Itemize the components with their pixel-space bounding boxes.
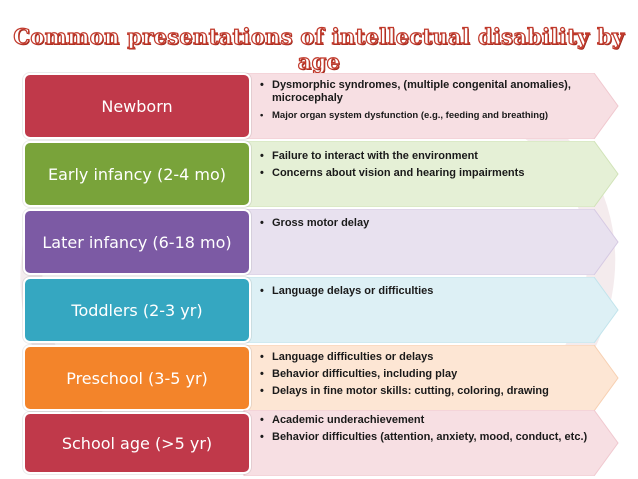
presentation-list: Failure to interact with the environment… (258, 150, 593, 184)
age-label: School age (>5 yr) (23, 412, 251, 474)
presentation-item: Behavior difficulties (attention, anxiet… (258, 431, 588, 444)
age-row-later-infancy: Later infancy (6-18 mo) Gross motor dela… (0, 209, 638, 275)
age-label: Toddlers (2-3 yr) (23, 277, 251, 343)
presentation-item: Failure to interact with the environment (258, 150, 593, 163)
age-label-text: Later infancy (6-18 mo) (42, 232, 232, 252)
age-label: Newborn (23, 73, 251, 139)
presentation-list: Language difficulties or delays Behavior… (258, 351, 598, 402)
age-row-newborn: Newborn Dysmorphic syndromes, (multiple … (0, 73, 638, 139)
presentation-item: Language difficulties or delays (258, 351, 598, 364)
presentation-list: Dysmorphic syndromes, (multiple congenit… (258, 79, 593, 126)
age-label-text: Toddlers (2-3 yr) (71, 300, 203, 320)
age-label-text: Early infancy (2-4 mo) (47, 164, 227, 184)
presentation-item: Academic underachievement (258, 414, 588, 427)
age-row-school-age: School age (>5 yr) Academic underachieve… (0, 410, 638, 476)
presentation-list: Language delays or difficulties (258, 285, 593, 302)
presentation-item: Language delays or difficulties (258, 285, 593, 298)
age-label-text: School age (>5 yr) (61, 433, 213, 453)
page-title: Common presentations of intellectual dis… (13, 23, 625, 74)
age-label: Early infancy (2-4 mo) (23, 141, 251, 207)
presentation-item: Delays in fine motor skills: cutting, co… (258, 385, 598, 398)
age-label: Preschool (3-5 yr) (23, 345, 251, 411)
presentation-item: Major organ system dysfunction (e.g., fe… (258, 109, 593, 122)
age-row-toddlers: Toddlers (2-3 yr) Language delays or dif… (0, 277, 638, 343)
age-row-early-infancy: Early infancy (2-4 mo) Failure to intera… (0, 141, 638, 207)
presentation-item: Concerns about vision and hearing impair… (258, 167, 593, 180)
presentation-item: Gross motor delay (258, 217, 593, 230)
presentation-item: Behavior difficulties, including play (258, 368, 598, 381)
age-label-text: Preschool (3-5 yr) (66, 368, 208, 388)
age-label: Later infancy (6-18 mo) (23, 209, 251, 275)
presentation-item: Dysmorphic syndromes, (multiple congenit… (258, 79, 593, 105)
presentation-list: Gross motor delay (258, 217, 593, 234)
age-row-preschool: Preschool (3-5 yr) Language difficulties… (0, 345, 638, 411)
presentation-list: Academic underachievement Behavior diffi… (258, 414, 588, 448)
age-label-text: Newborn (101, 96, 173, 116)
